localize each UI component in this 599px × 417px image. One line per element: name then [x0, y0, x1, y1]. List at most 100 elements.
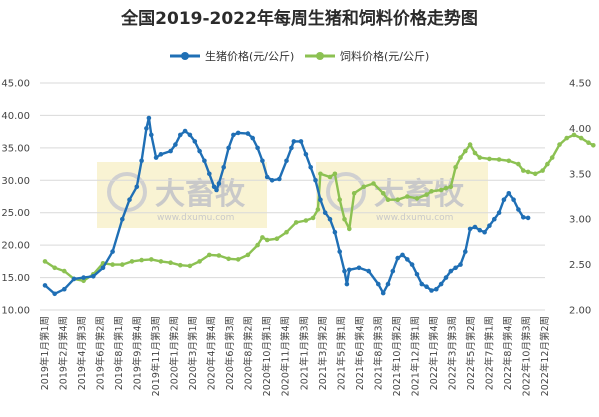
data-point [250, 135, 255, 141]
x-tick-label: 2019年8月第1周 [113, 316, 125, 390]
data-point [42, 283, 48, 288]
data-point [221, 165, 226, 170]
data-point [182, 128, 188, 134]
data-point [506, 191, 512, 196]
data-point [371, 181, 376, 186]
data-point [419, 281, 425, 287]
data-point [120, 216, 125, 222]
data-point [521, 215, 526, 220]
data-point [260, 158, 265, 164]
data-point [438, 281, 444, 287]
data-point [293, 220, 299, 225]
legend: 生猪价格(元/公斤) 饲料价格(元/公斤) [170, 49, 429, 63]
x-tick-label: 2020年11月第4周 [280, 316, 292, 396]
y-right-tick-label: 3.50 [569, 169, 591, 180]
data-point [434, 286, 439, 292]
data-point [564, 135, 569, 141]
data-point [192, 139, 198, 144]
data-point [327, 216, 333, 222]
data-point [139, 158, 144, 164]
legend-item-2: 饲料价格(元/公斤) [305, 49, 429, 63]
x-tick-label: 2021年10月第2周 [391, 316, 403, 396]
data-point [380, 290, 386, 296]
x-tick-label: 2019年11月第3周 [150, 316, 162, 396]
data-point [390, 268, 396, 274]
data-point [545, 161, 550, 167]
data-point [277, 176, 282, 182]
data-point [127, 197, 132, 202]
data-point [255, 242, 260, 248]
data-point [380, 191, 386, 196]
legend-label: 生猪价格(元/公斤) [205, 49, 294, 63]
data-point [424, 192, 429, 197]
data-point [144, 126, 149, 131]
x-tick-label: 2022年12月第2周 [539, 316, 551, 396]
legend-swatch-marker [181, 52, 189, 60]
data-point [197, 148, 202, 154]
data-point [443, 185, 449, 191]
data-point [291, 139, 297, 144]
data-point [100, 265, 106, 271]
data-point [395, 197, 401, 202]
data-point [487, 156, 492, 162]
data-point [472, 150, 478, 156]
x-tick-label: 2019年4月第3周 [76, 316, 88, 390]
data-point [586, 140, 591, 145]
data-point [255, 145, 260, 151]
watermark-brand: 大畜牧 [374, 177, 465, 212]
data-point [245, 252, 251, 258]
data-point [62, 268, 67, 274]
data-point [496, 157, 502, 162]
data-point [337, 197, 343, 202]
data-point [264, 237, 270, 243]
data-point [332, 229, 338, 235]
data-point [274, 236, 280, 241]
data-point [264, 174, 270, 180]
data-point [458, 262, 463, 267]
data-point [472, 224, 478, 230]
y-left-tick-label: 45.00 [1, 79, 30, 90]
data-point [289, 145, 294, 151]
data-point [216, 253, 222, 258]
data-point [310, 215, 316, 221]
data-point [506, 158, 512, 164]
data-point [557, 142, 562, 147]
data-point [62, 286, 67, 292]
data-point [429, 288, 434, 293]
data-point [211, 184, 217, 190]
data-point [308, 165, 314, 170]
data-point [81, 278, 86, 284]
data-point [549, 155, 555, 160]
x-tick-label: 2021年5月第1周 [335, 316, 347, 390]
data-point [202, 158, 207, 164]
chart-title: 全国2019-2022年每周生猪和饲料价格走势图 [120, 8, 478, 29]
data-point [327, 174, 333, 180]
x-tick-label: 2022年7月第1周 [483, 316, 495, 390]
data-point [146, 115, 152, 121]
data-point [511, 197, 516, 202]
data-point [120, 262, 125, 267]
data-point [347, 267, 352, 273]
data-point [284, 158, 289, 164]
data-point [318, 197, 323, 202]
x-tick-label: 2019年9月第4周 [132, 316, 144, 390]
x-tick-label: 2022年5月第2周 [465, 316, 477, 390]
x-tick-label: 2021年1月第3周 [298, 316, 310, 390]
x-tick-label: 2020年10月第1周 [261, 316, 273, 396]
data-point [168, 260, 173, 266]
data-point [178, 262, 183, 268]
x-tick-label: 2022年3月第3周 [446, 316, 458, 390]
data-point [81, 275, 86, 280]
data-point [467, 142, 473, 147]
data-point [395, 255, 401, 261]
watermark-logo-icon [326, 172, 366, 212]
data-point [356, 265, 362, 271]
x-tick-label: 2020年8月第2周 [243, 316, 255, 390]
y-left-tick-label: 30.00 [1, 176, 30, 187]
data-point [207, 252, 212, 258]
y-left-tick-label: 25.00 [1, 208, 30, 219]
data-point [139, 257, 144, 263]
data-point [71, 276, 77, 282]
data-point [214, 187, 219, 193]
data-point [207, 171, 212, 177]
